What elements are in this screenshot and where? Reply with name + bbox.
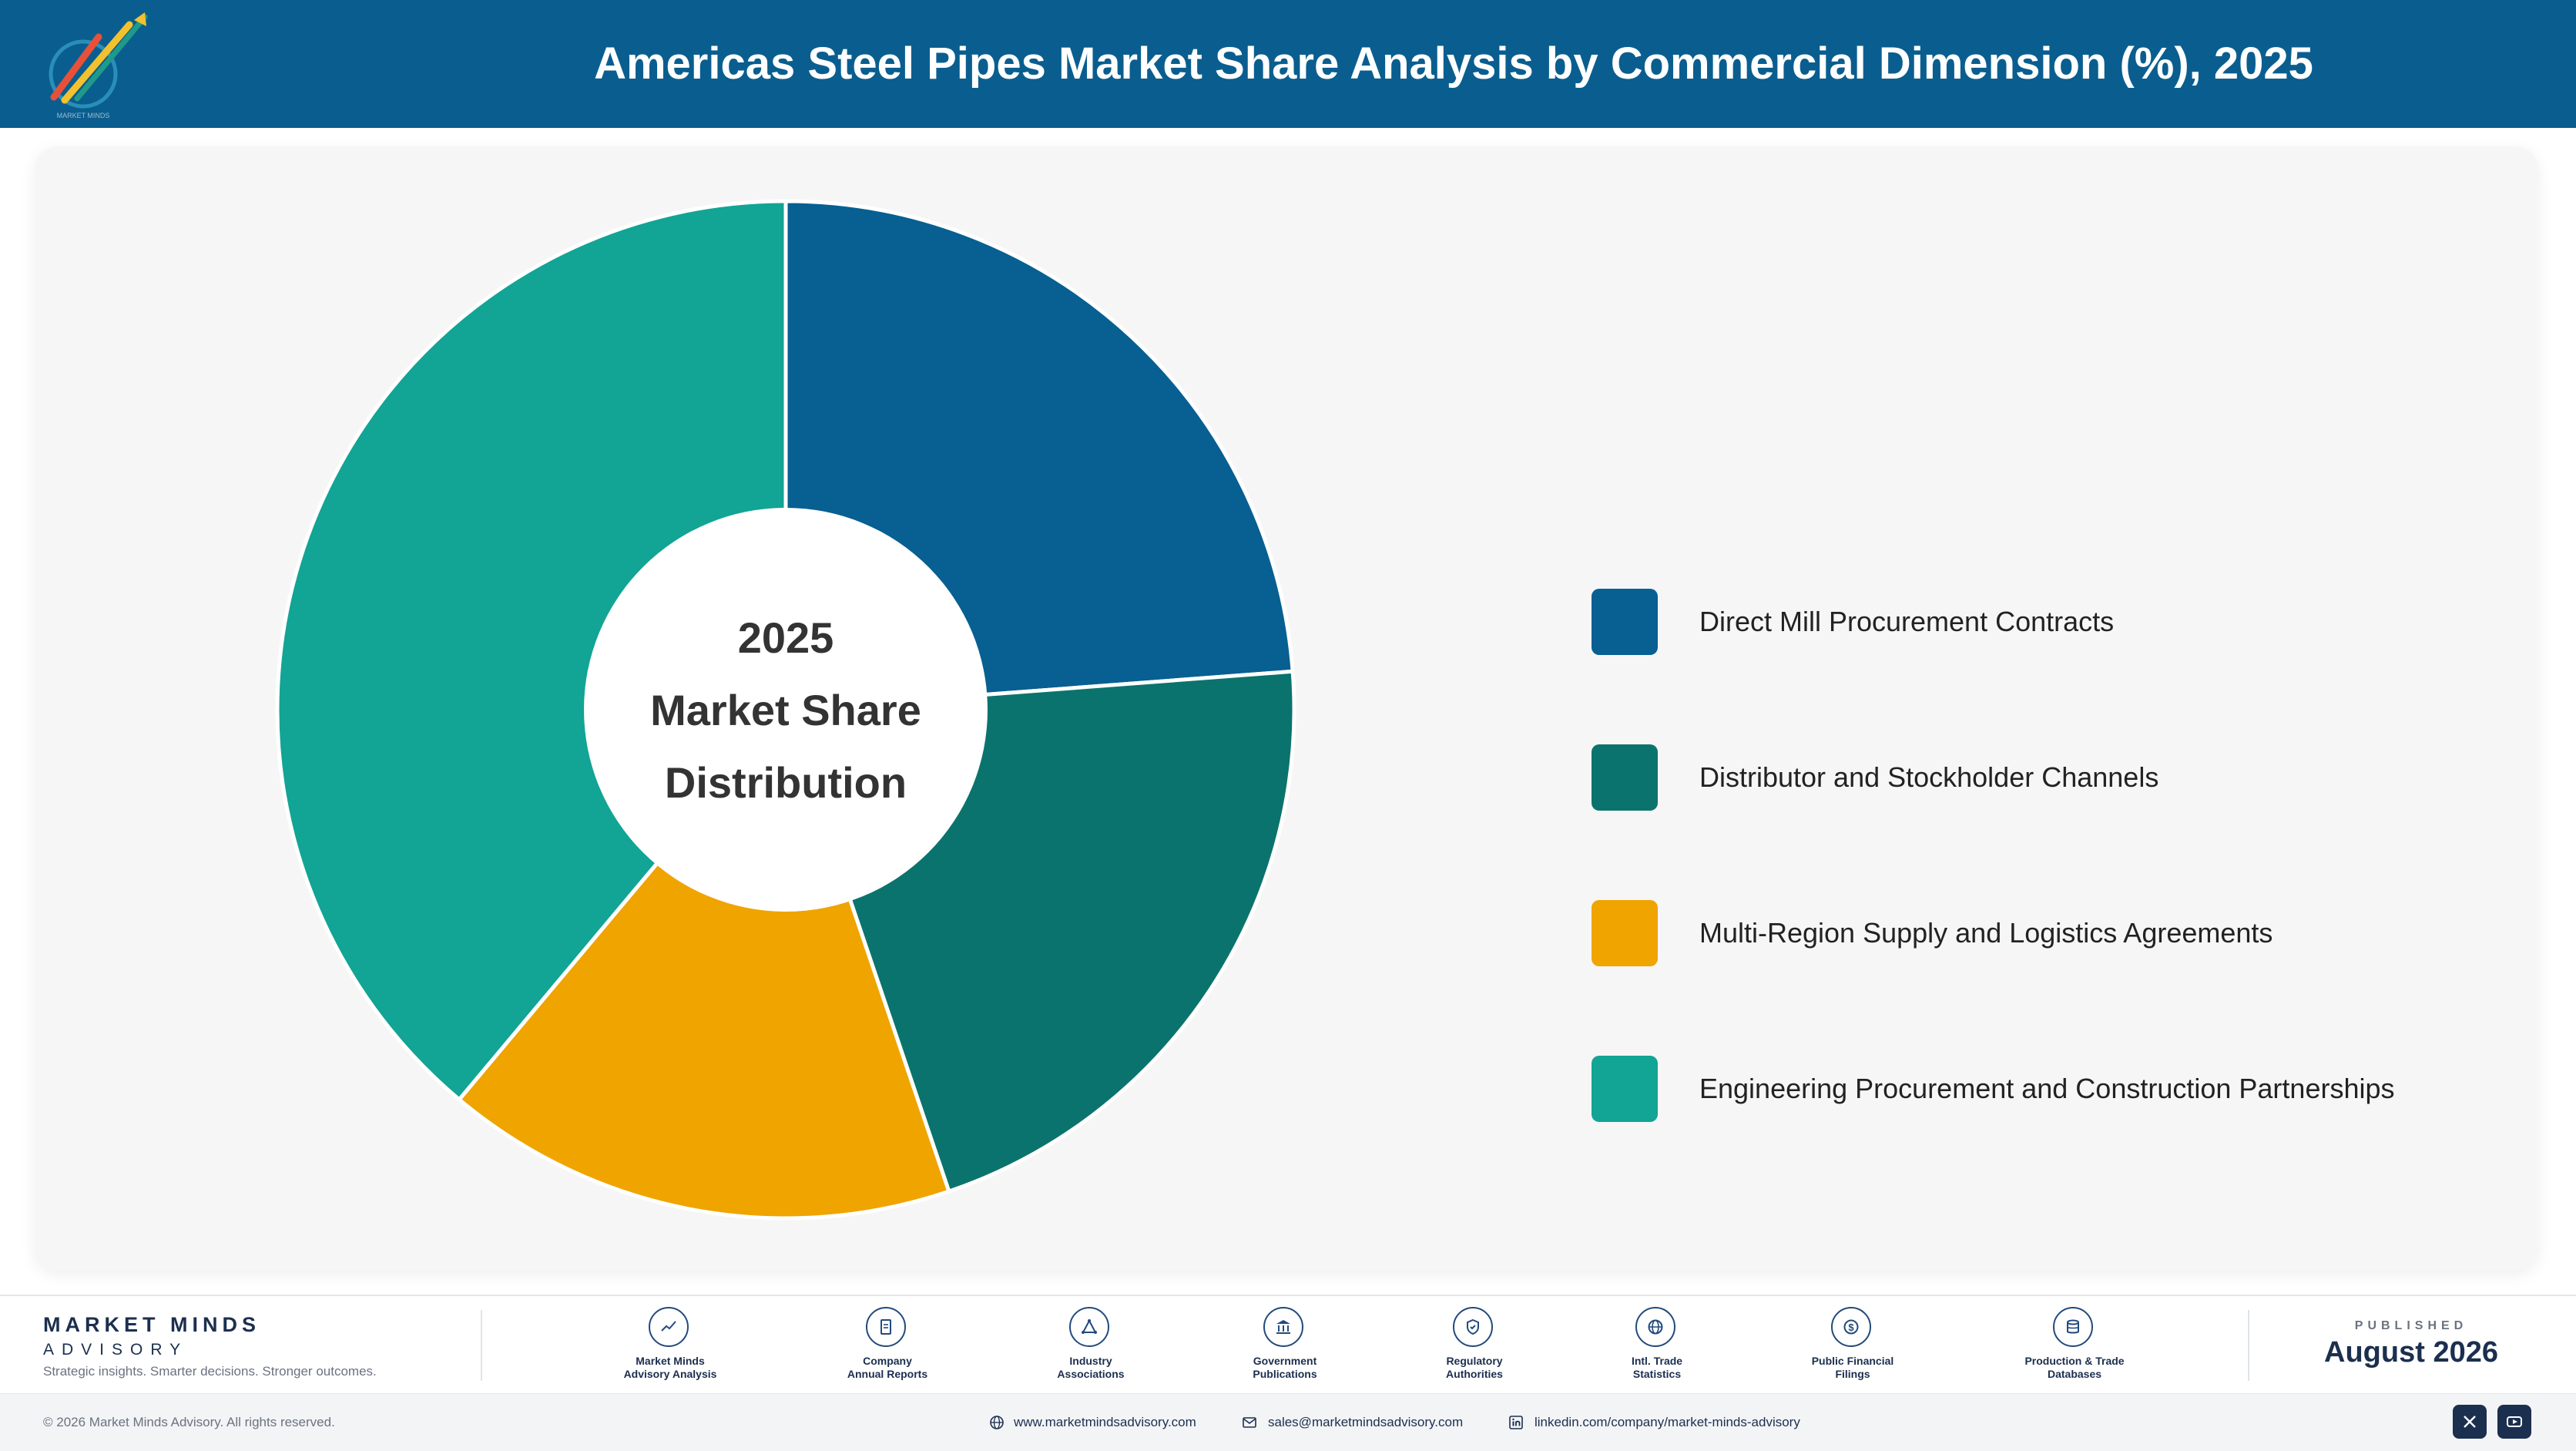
chart-card: 2025 Market Share Distribution Direct Mi… bbox=[35, 146, 2537, 1270]
source-label-line2: Statistics bbox=[1632, 1368, 1682, 1380]
source-label-line2: Advisory Analysis bbox=[623, 1368, 717, 1380]
source-label-line1: Public Financial bbox=[1811, 1355, 1894, 1367]
youtube-icon bbox=[2507, 1416, 2522, 1427]
email-link[interactable]: sales@marketmindsadvisory.com bbox=[1268, 1415, 1464, 1429]
website-link[interactable]: www.marketmindsadvisory.com bbox=[1014, 1415, 1196, 1429]
slice-epc[interactable] bbox=[275, 199, 788, 1103]
source-company-reports[interactable]: Company Annual Reports bbox=[810, 1304, 964, 1389]
market-minds-logo: MARKET MINDS bbox=[49, 12, 148, 119]
svg-text:MARKET MINDS: MARKET MINDS bbox=[57, 112, 110, 119]
network-icon bbox=[1069, 1307, 1109, 1347]
youtube-social-button[interactable] bbox=[2497, 1405, 2531, 1439]
source-trade-statistics[interactable]: Intl. Trade Statistics bbox=[1580, 1304, 1734, 1389]
legend-swatch bbox=[1592, 589, 1658, 655]
divider bbox=[2248, 1310, 2249, 1381]
legend-item-direct-mill[interactable]: Direct Mill Procurement Contracts bbox=[1592, 589, 2554, 655]
source-label-line1: Company bbox=[863, 1355, 912, 1367]
globe-icon bbox=[1635, 1307, 1675, 1347]
center-label-subtitle: Distribution bbox=[665, 758, 907, 807]
copyright-text: © 2026 Market Minds Advisory. All rights… bbox=[43, 1415, 335, 1429]
source-government-publications[interactable]: Government Publications bbox=[1208, 1304, 1362, 1389]
divider bbox=[481, 1310, 482, 1381]
source-label-line1: Production & Trade bbox=[2024, 1355, 2125, 1367]
linkedin-icon bbox=[1509, 1416, 1523, 1429]
trend-chart-icon bbox=[649, 1307, 689, 1347]
donut-chart: 2025 Market Share Distribution bbox=[275, 199, 1296, 1221]
source-market-minds[interactable]: Market Minds Advisory Analysis bbox=[593, 1304, 747, 1389]
center-label-year: 2025 bbox=[738, 613, 834, 662]
brand-tagline: Strategic insights. Smarter decisions. S… bbox=[43, 1364, 377, 1379]
source-label-line2: Publications bbox=[1253, 1368, 1317, 1380]
x-social-button[interactable] bbox=[2453, 1405, 2487, 1439]
svg-text:$: $ bbox=[1848, 1322, 1854, 1333]
header-bar: MARKET MINDS Americas Steel Pipes Market… bbox=[0, 0, 2576, 128]
source-label-line2: Filings bbox=[1835, 1368, 1870, 1380]
database-icon bbox=[2053, 1307, 2093, 1347]
source-industry-associations[interactable]: Industry Associations bbox=[1014, 1304, 1168, 1389]
mail-icon bbox=[1243, 1417, 1256, 1428]
government-building-icon bbox=[1263, 1307, 1303, 1347]
legend-label: Distributor and Stockholder Channels bbox=[1699, 761, 2159, 793]
page-title: Americas Steel Pipes Market Share Analys… bbox=[594, 39, 2313, 89]
x-logo-icon bbox=[2464, 1416, 2476, 1428]
linkedin-link[interactable]: linkedin.com/company/market-minds-adviso… bbox=[1535, 1415, 1800, 1429]
legend-item-distributor[interactable]: Distributor and Stockholder Channels bbox=[1592, 744, 2554, 811]
legend-item-multi-region[interactable]: Multi-Region Supply and Logistics Agreem… bbox=[1592, 900, 2554, 966]
globe-icon bbox=[990, 1416, 1004, 1429]
source-label-line1: Intl. Trade bbox=[1631, 1355, 1683, 1367]
legend-swatch bbox=[1592, 1056, 1658, 1122]
dollar-coin-icon: $ bbox=[1831, 1307, 1871, 1347]
footer-sources-bar: MARKET MINDS ADVISORY Strategic insights… bbox=[0, 1295, 2576, 1395]
legend-swatch bbox=[1592, 900, 1658, 966]
published-label: PUBLISHED bbox=[2354, 1319, 2468, 1332]
legend-label: Multi-Region Supply and Logistics Agreem… bbox=[1699, 917, 2273, 949]
shield-check-icon bbox=[1453, 1307, 1493, 1347]
source-label-line2: Databases bbox=[2047, 1368, 2102, 1380]
source-trade-databases[interactable]: Production & Trade Databases bbox=[1997, 1304, 2152, 1389]
legend-label: Direct Mill Procurement Contracts bbox=[1699, 606, 2115, 637]
document-icon bbox=[866, 1307, 906, 1347]
legend-item-epc[interactable]: Engineering Procurement and Construction… bbox=[1592, 1056, 2554, 1122]
source-label-line2: Associations bbox=[1057, 1368, 1125, 1380]
source-label-line2: Authorities bbox=[1446, 1368, 1503, 1380]
source-label-line1: Industry bbox=[1069, 1355, 1112, 1367]
donut-center bbox=[584, 508, 988, 912]
legend-swatch bbox=[1592, 744, 1658, 811]
center-label-title: Market Share bbox=[650, 686, 921, 734]
published-date: August 2026 bbox=[2324, 1336, 2498, 1369]
source-label-line1: Market Minds bbox=[636, 1355, 705, 1367]
source-label-line2: Annual Reports bbox=[847, 1368, 928, 1380]
source-regulatory-authorities[interactable]: Regulatory Authorities bbox=[1397, 1304, 1551, 1389]
footer-bottom-bar: © 2026 Market Minds Advisory. All rights… bbox=[0, 1393, 2576, 1451]
brand-subtitle: ADVISORY bbox=[43, 1341, 189, 1359]
brand-name: MARKET MINDS bbox=[43, 1313, 260, 1336]
source-label-line1: Regulatory bbox=[1446, 1355, 1503, 1367]
source-financial-filings[interactable]: $ Public Financial Filings bbox=[1776, 1304, 1930, 1389]
legend-label: Engineering Procurement and Construction… bbox=[1699, 1073, 2395, 1104]
source-label-line1: Government bbox=[1253, 1355, 1317, 1367]
